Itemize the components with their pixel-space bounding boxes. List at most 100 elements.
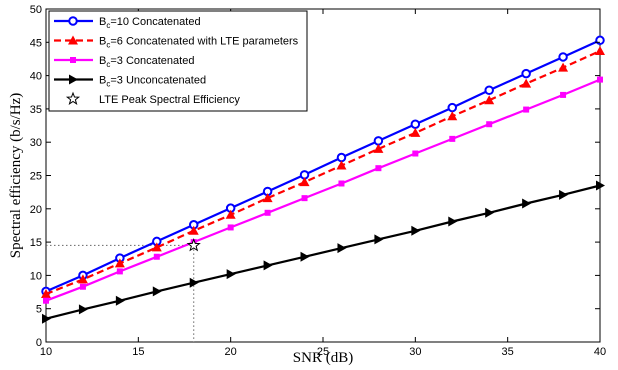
data-point-square (264, 209, 271, 216)
legend-label: Bc=6 Concatenated with LTE parameters (99, 36, 299, 50)
legend-item-b-c-3-unconcatenated: Bc=3 Unconcatenated (54, 74, 206, 89)
data-point-triangle-right (596, 180, 605, 191)
data-point-triangle-right (78, 304, 88, 315)
data-point-triangle-up (484, 95, 495, 105)
x-tick-label: 20 (225, 346, 237, 358)
legend-item-lte-peak-spectral-efficiency: LTE Peak Spectral Efficiency (65, 91, 240, 106)
data-point-circle (595, 35, 605, 46)
x-tick-label: 40 (594, 346, 606, 358)
legend-swatch-marker (68, 35, 78, 45)
data-point-square (523, 106, 530, 113)
series-layer (41, 35, 605, 324)
series-b-c-3-unconcatenated (42, 180, 605, 324)
y-tick-label: 10 (30, 270, 42, 282)
y-tick-label: 20 (30, 204, 42, 216)
legend-label: Bc=10 Concatenated (99, 16, 201, 30)
data-point-square (153, 253, 160, 260)
series-line (45, 49, 601, 296)
data-point-circle (447, 102, 458, 113)
data-point-square (449, 135, 456, 142)
data-point-triangle-right (189, 277, 199, 288)
y-tick-label: 30 (30, 137, 42, 149)
y-tick-label: 40 (30, 71, 42, 83)
y-tick-label: 35 (30, 104, 42, 116)
legend-item-b-c-3-concatenated: Bc=3 Concatenated (54, 55, 194, 69)
data-point-square (227, 224, 234, 231)
axis-ticks: 10 15 20 25 30 35 40 0 5 10 15 20 25 30 35 40 45 50 (30, 4, 606, 358)
data-point-triangle-right (42, 313, 51, 324)
legend-swatch-marker (69, 74, 78, 85)
y-axis-label: Spectral efficiency (b/s/Hz) (8, 93, 24, 258)
data-point-square (301, 195, 308, 202)
series-line (45, 184, 601, 320)
data-point-square (338, 180, 345, 187)
series-line (45, 78, 601, 302)
data-point-triangle-right (411, 225, 421, 236)
data-point-square (486, 121, 493, 128)
data-point-star (186, 238, 201, 252)
data-point-triangle-up (188, 225, 199, 235)
legend: Bc=10 Concatenated Bc=6 Concatenated with… (48, 10, 308, 112)
data-point-triangle-up (77, 274, 88, 284)
data-point-triangle-right (115, 295, 125, 306)
data-point-triangle-right (226, 269, 236, 280)
data-point-triangle-right (522, 198, 532, 209)
y-tick-label: 5 (36, 304, 42, 316)
x-axis-label: SNR (dB) (293, 350, 353, 366)
data-point-triangle-up (558, 62, 569, 72)
data-point-triangle-up (336, 160, 347, 170)
y-tick-label: 50 (30, 4, 42, 16)
y-tick-label: 0 (36, 337, 42, 349)
data-point-triangle-up (521, 78, 532, 88)
data-point-triangle-up (114, 258, 125, 268)
data-point-triangle-up (225, 209, 236, 219)
data-point-triangle-right (263, 260, 273, 271)
legend-item-b-c-6-concatenated-with-lte-parameters: Bc=6 Concatenated with LTE parameters (54, 35, 299, 50)
data-point-square (375, 165, 382, 172)
data-point-triangle-right (485, 207, 495, 218)
data-point-triangle-up (299, 177, 310, 187)
data-point-triangle-up (41, 289, 51, 299)
data-point-square (412, 150, 419, 157)
series-b-c-3-concatenated (43, 76, 603, 304)
legend-swatch-marker (65, 91, 81, 106)
data-point-square (116, 268, 123, 275)
data-point-triangle-right (152, 286, 162, 297)
x-tick-label: 25 (317, 346, 329, 358)
legend-swatch-marker (68, 16, 78, 26)
data-point-square (597, 76, 603, 83)
legend-label: Bc=3 Unconcatenated (99, 75, 206, 89)
data-point-triangle-up (373, 143, 384, 153)
data-point-triangle-right (300, 251, 310, 262)
data-point-square (560, 91, 567, 98)
series-line (45, 39, 601, 293)
series-b-c-6-concatenated-with-lte-parameters (41, 45, 605, 299)
x-tick-label: 10 (40, 346, 52, 358)
data-point-triangle-up (447, 111, 458, 121)
data-point-triangle-right (374, 234, 384, 245)
x-tick-label: 15 (132, 346, 144, 358)
legend-swatch-marker (70, 57, 76, 63)
x-tick-label: 30 (409, 346, 421, 358)
data-point-triangle-up (151, 242, 162, 252)
data-point-square (43, 297, 49, 304)
data-point-circle (410, 119, 421, 129)
data-point-square (79, 283, 86, 290)
data-point-circle (336, 152, 347, 163)
reference-lines (46, 244, 195, 342)
data-point-circle (558, 52, 568, 62)
legend-label: LTE Peak Spectral Efficiency (99, 94, 240, 106)
y-tick-label: 15 (30, 237, 42, 249)
y-tick-label: 25 (30, 171, 42, 183)
data-point-circle (373, 136, 384, 146)
data-point-circle (521, 68, 531, 79)
data-point-triangle-up (262, 193, 273, 203)
y-tick-label: 45 (30, 37, 42, 49)
legend-label: Bc=3 Concatenated (99, 55, 194, 69)
x-tick-label: 35 (502, 346, 514, 358)
data-point-circle (484, 85, 494, 96)
data-point-triangle-right (448, 216, 458, 227)
legend-item-b-c-10-concatenated: Bc=10 Concatenated (54, 16, 201, 30)
data-point-triangle-up (595, 45, 605, 55)
